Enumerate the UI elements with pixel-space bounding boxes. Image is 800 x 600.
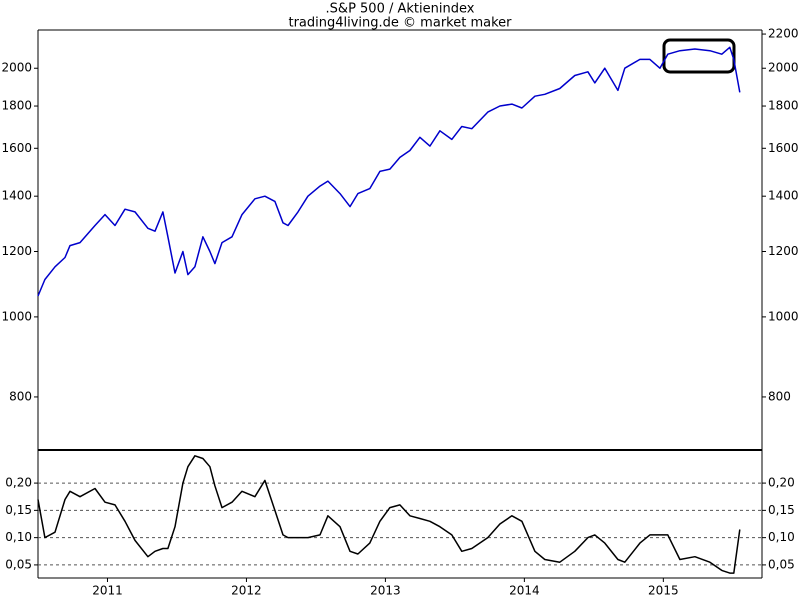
y2-tick-label: 0,05 — [768, 557, 795, 571]
y2-tick-label: 0,20 — [768, 476, 795, 490]
y-tick-label: 800 — [9, 389, 32, 403]
y2-tick-label: 1600 — [768, 141, 799, 155]
y2-tick-label: 0,15 — [768, 503, 795, 517]
x-tick-label: 2011 — [92, 584, 123, 598]
y-tick-label: 0,15 — [5, 503, 32, 517]
series-line — [37, 455, 741, 574]
y2-tick-label: 0,10 — [768, 530, 795, 544]
x-tick-label: 2013 — [370, 584, 401, 598]
y-tick-label: 0,05 — [5, 557, 32, 571]
x-tick-label: 2015 — [648, 584, 679, 598]
y2-tick-label: 2200 — [768, 27, 799, 41]
y-tick-label: 1600 — [1, 141, 32, 155]
x-tick-label: 2014 — [509, 584, 540, 598]
y-tick-label: 1200 — [1, 244, 32, 258]
chart-subtitle: trading4living.de © market maker — [288, 16, 512, 31]
y-tick-label: 1000 — [1, 309, 32, 323]
y2-tick-label: 1400 — [768, 189, 799, 203]
y2-tick-label: 1800 — [768, 99, 799, 113]
y-tick-label: 0,20 — [5, 476, 32, 490]
y2-tick-label: 1000 — [768, 309, 799, 323]
x-tick-label: 2012 — [231, 584, 262, 598]
y2-tick-label: 1200 — [768, 244, 799, 258]
y2-tick-label: 2000 — [768, 61, 799, 75]
y-tick-label: 1800 — [1, 99, 32, 113]
y-tick-label: 0,10 — [5, 530, 32, 544]
y-tick-label: 1400 — [1, 189, 32, 203]
chart-title: .S&P 500 / Aktienindex — [326, 2, 475, 17]
y2-tick-label: 800 — [768, 389, 791, 403]
y-tick-label: 2000 — [1, 61, 32, 75]
highlight-box — [662, 38, 736, 74]
series-line — [37, 46, 741, 297]
